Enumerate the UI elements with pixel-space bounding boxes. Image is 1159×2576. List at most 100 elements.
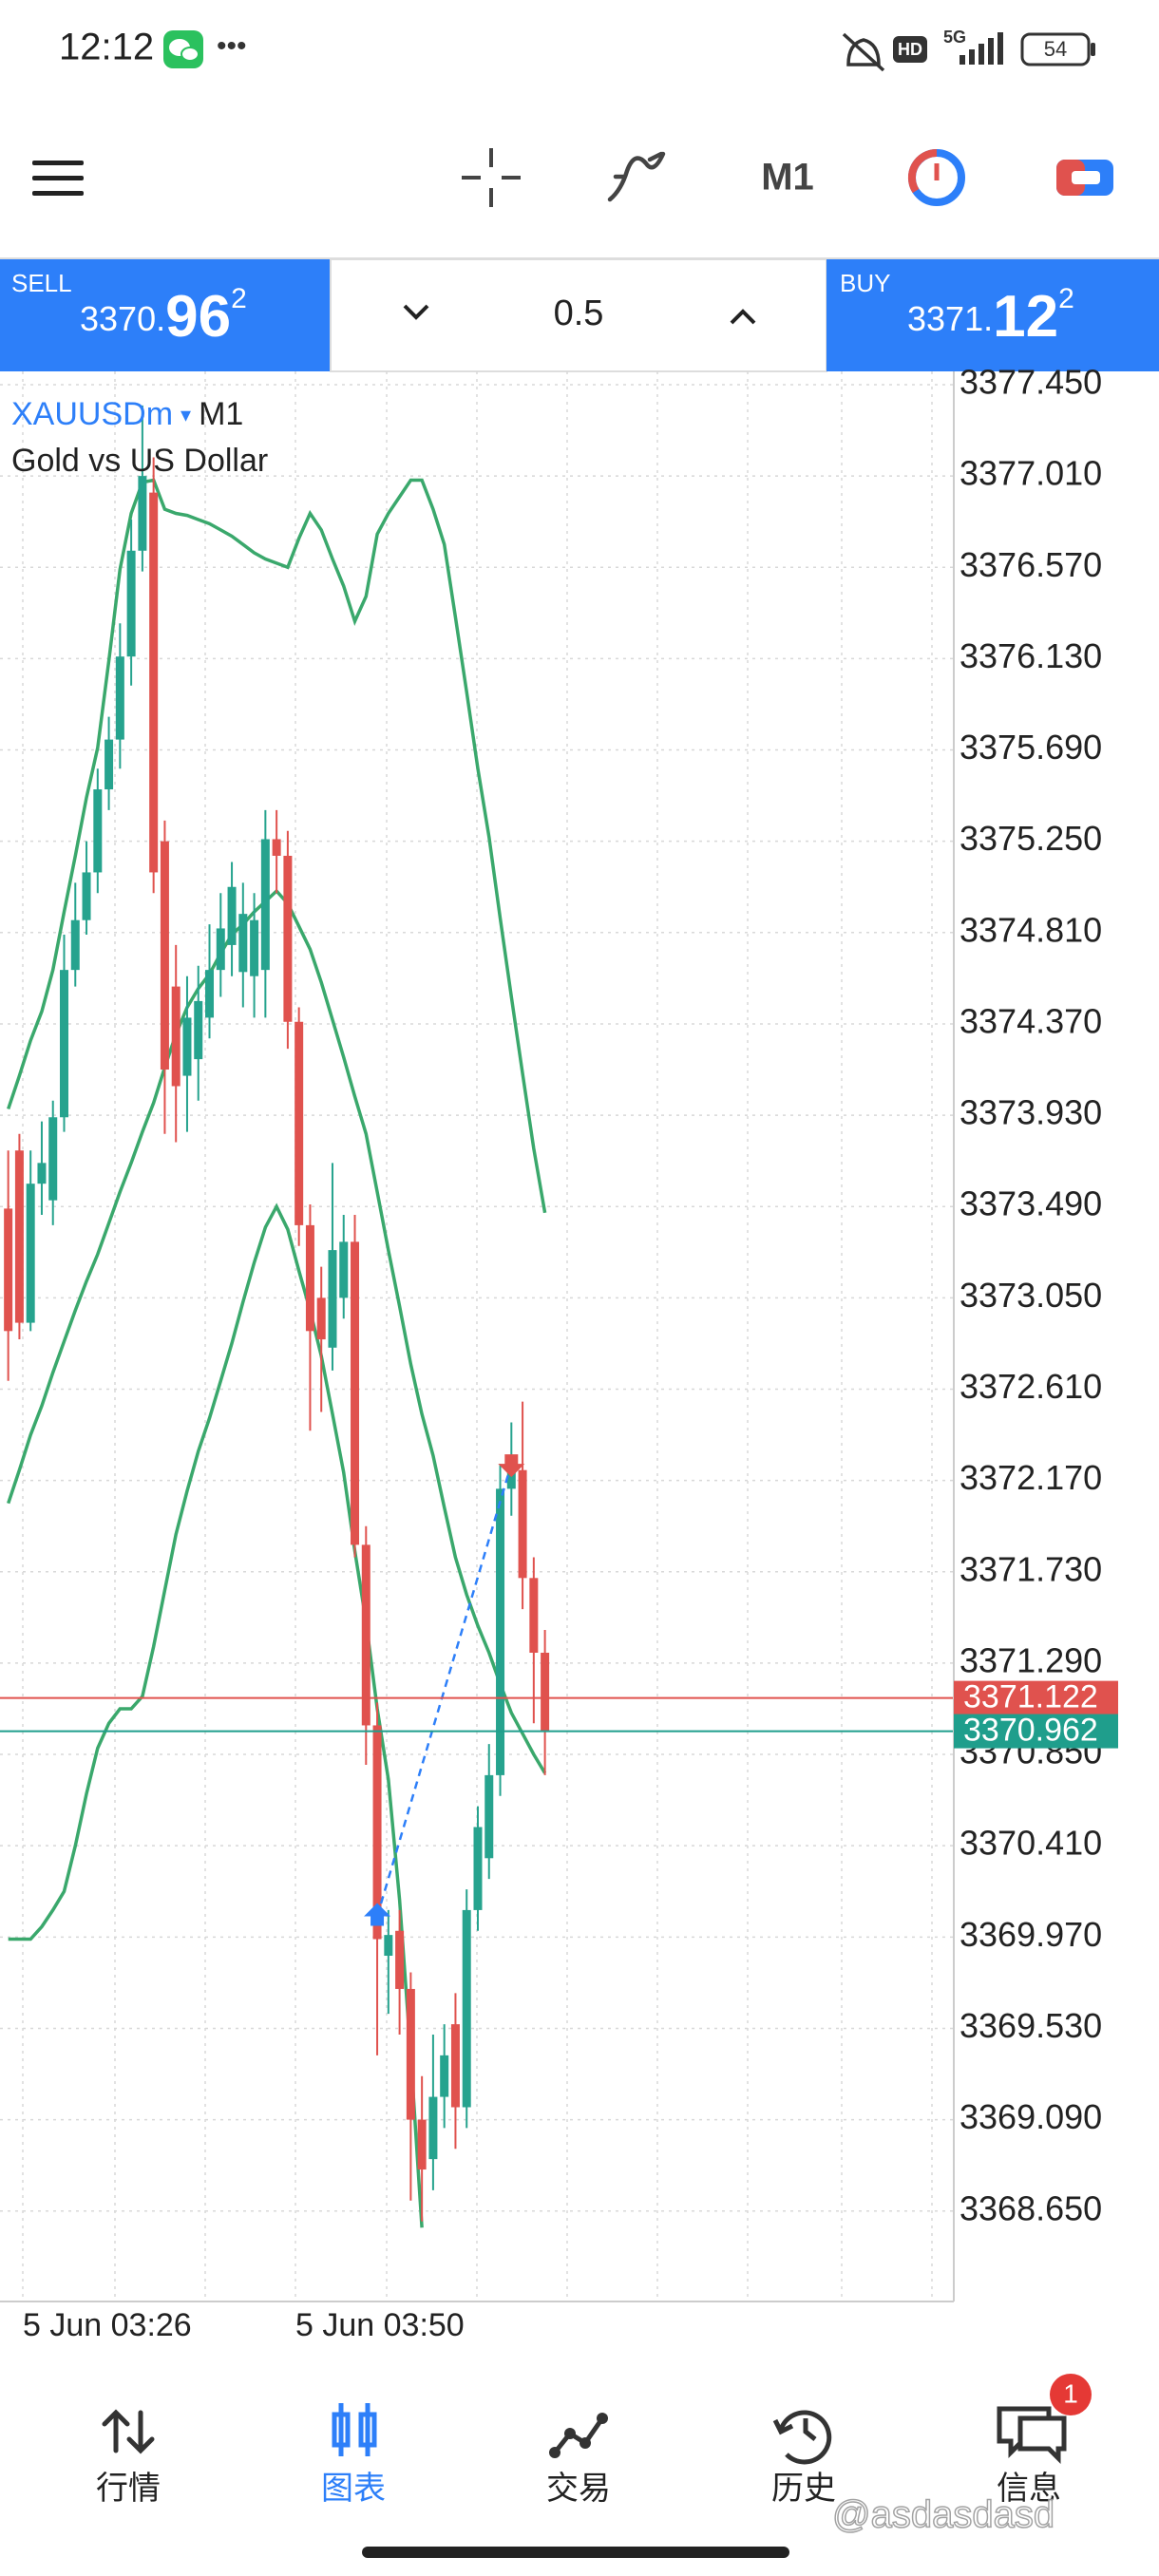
candle-body [361, 1544, 370, 1726]
signal-bar [978, 44, 984, 65]
nav-icon-history[interactable] [772, 2410, 832, 2465]
message-bubble [997, 2406, 1052, 2459]
arrows [102, 2409, 155, 2454]
menu-icon[interactable] [32, 161, 84, 196]
y-tick-label: 3376.570 [960, 545, 1102, 584]
candle-body [4, 1208, 13, 1332]
wechat-bubble [180, 47, 200, 62]
price-tag-label: 3371.122 [963, 1679, 1098, 1715]
nav-icon-messages[interactable] [997, 2406, 1067, 2465]
history-chart-icon[interactable] [907, 148, 965, 206]
lot-increase[interactable] [730, 309, 756, 325]
candle-body [428, 2096, 438, 2160]
y-tick-label: 3374.370 [960, 1001, 1102, 1040]
y-tick-label: 3369.530 [960, 2006, 1102, 2045]
nav-label[interactable]: 图表 [321, 2471, 386, 2507]
chart-symbol[interactable]: XAUUSDm [11, 396, 173, 432]
lot-value[interactable]: 0.5 [554, 294, 604, 333]
y-tick-label: 3377.010 [960, 454, 1102, 493]
nav-icon-trade[interactable] [549, 2413, 608, 2458]
axis-layer: 3377.450 3377.010 3376.570 3376.130 3375.690… [23, 362, 1118, 2343]
symbol-menu[interactable]: ▾ [180, 403, 191, 426]
nav-labels: 行情 图表 交易 历史 信息 [96, 2471, 1061, 2507]
crosshair-icon[interactable] [462, 148, 521, 207]
candle-body [115, 656, 124, 740]
nav-label[interactable]: 信息 [997, 2471, 1061, 2507]
badge [1050, 2374, 1092, 2415]
sell-price-prefix: 3370. [80, 299, 165, 338]
price-tag [954, 1680, 1118, 1715]
y-tick-label: 3371.730 [960, 1549, 1102, 1588]
candle-body [351, 1241, 360, 1545]
price-tag [954, 1714, 1118, 1749]
y-tick-label: 3373.050 [960, 1276, 1102, 1315]
candle-body [260, 839, 270, 971]
sell-button[interactable] [0, 259, 331, 371]
buy-price-prefix: 3371. [907, 299, 993, 338]
signal-bar [998, 32, 1003, 65]
buy-price-sup: 2 [1058, 283, 1074, 314]
nav-icon-quotes[interactable] [102, 2409, 155, 2454]
candle-body [484, 1774, 494, 1859]
candle-body [283, 855, 293, 1022]
candle-body [160, 841, 169, 1070]
indicators-icon[interactable] [607, 151, 666, 202]
band-lower [8, 1203, 424, 2228]
timeframe-button[interactable]: M1 [761, 157, 814, 199]
buy-price-main: 12 [993, 284, 1058, 350]
candle-body [82, 872, 91, 920]
price-tag-label: 3370.962 [963, 1713, 1098, 1749]
signal-bar [960, 55, 965, 65]
buy-button[interactable] [826, 259, 1159, 371]
candle-body [26, 1184, 35, 1323]
badge-count: 1 [1063, 2378, 1078, 2408]
menu-bar [32, 191, 84, 196]
candle-body [294, 1021, 304, 1225]
band-upper [7, 478, 547, 1214]
trade-icon[interactable] [1056, 160, 1113, 196]
candle-body [395, 1930, 405, 1989]
y-tick-label: 3374.810 [960, 910, 1102, 949]
menu-bar [32, 176, 84, 180]
candle-body [182, 1017, 192, 1076]
candle-body [372, 1725, 382, 1940]
history-circle [778, 2410, 832, 2465]
candle-body [518, 1469, 527, 1579]
buy-price: 3371.122 [907, 283, 1074, 350]
candle-body [406, 1988, 415, 2120]
trade-dot [597, 2413, 608, 2424]
hd-badge [893, 36, 927, 63]
trade-icon-half [1056, 160, 1085, 196]
candle-body [216, 928, 225, 971]
candle-body [440, 2055, 449, 2097]
y-tick-label: 3368.650 [960, 2188, 1102, 2227]
candle-body [339, 1241, 349, 1298]
candle-body [138, 476, 147, 551]
chart-timeframe: M1 [199, 396, 243, 432]
candle-body [238, 914, 248, 973]
nav-label[interactable]: 交易 [546, 2471, 611, 2507]
nav-label[interactable]: 行情 [96, 2471, 161, 2507]
y-tick-label: 3375.250 [960, 819, 1102, 858]
candle-body [316, 1297, 326, 1340]
signal-icon [960, 32, 1003, 65]
y-tick-label: 3372.610 [960, 1367, 1102, 1406]
y-tick-label: 3373.930 [960, 1093, 1102, 1132]
status-time: 12:12 [59, 27, 154, 68]
candle-body [384, 1935, 393, 1956]
candle-body [37, 1163, 47, 1184]
nav-label[interactable]: 历史 [771, 2471, 836, 2507]
candle-layer [4, 405, 550, 2222]
candle-body [149, 492, 159, 873]
candle-body [194, 1000, 203, 1060]
nav-icon-chart[interactable] [332, 2403, 377, 2456]
sell-price: 3370.962 [80, 283, 247, 350]
lot-decrease[interactable] [403, 304, 429, 320]
candle-body [93, 789, 103, 873]
candle-body [305, 1224, 314, 1332]
bell-slash [842, 32, 885, 72]
chart-symbol-line: XAUUSDm ▾ M1 [11, 396, 243, 432]
hd-label: HD [898, 40, 922, 59]
candle-body [48, 1117, 58, 1201]
